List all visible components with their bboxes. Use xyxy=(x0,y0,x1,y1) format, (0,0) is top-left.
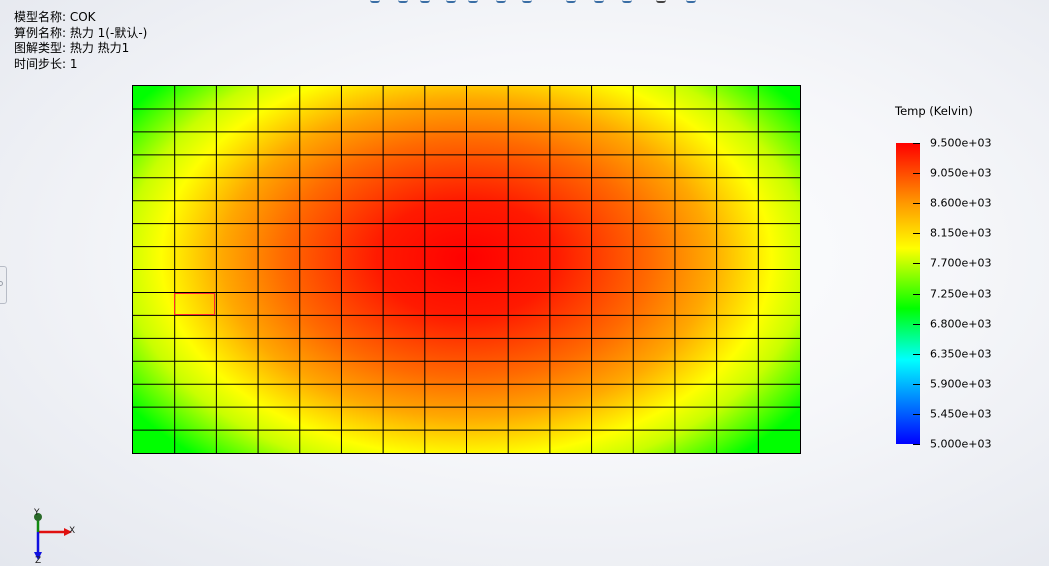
temperature-legend[interactable]: Temp (Kelvin) 9.500e+03 9.050e+03 8.600e+0… xyxy=(893,102,1043,462)
section-view-icon[interactable] xyxy=(468,0,478,3)
hide-show-icon[interactable] xyxy=(566,0,576,3)
legend-tick-label: 7.250e+03 xyxy=(930,287,991,300)
legend-tick-label: 7.700e+03 xyxy=(930,257,991,270)
model-name-label: 模型名称: COK xyxy=(14,10,147,26)
legend-tick-label: 5.000e+03 xyxy=(930,438,991,451)
view-orientation-icon[interactable] xyxy=(370,0,380,3)
legend-tick-label: 6.350e+03 xyxy=(930,347,991,360)
zoom-icon[interactable] xyxy=(398,0,408,3)
study-info: 模型名称: COK 算例名称: 热力 1(-默认-) 图解类型: 热力 热力1 … xyxy=(14,10,147,72)
previous-view-icon[interactable] xyxy=(446,0,456,3)
time-step-label: 时间步长: 1 xyxy=(14,57,147,73)
display-style-icon[interactable] xyxy=(522,0,532,3)
legend-tick xyxy=(913,444,920,445)
legend-tick-label: 9.050e+03 xyxy=(930,167,991,180)
expand-arrow-icon xyxy=(0,281,3,286)
edit-appearance-icon[interactable] xyxy=(594,0,604,3)
view-toolbar[interactable] xyxy=(360,0,740,4)
legend-tick-label: 8.150e+03 xyxy=(930,227,991,240)
thermal-plot-mesh[interactable] xyxy=(132,85,801,454)
legend-tick-label: 8.600e+03 xyxy=(930,197,991,210)
zoom-area-icon[interactable] xyxy=(420,0,430,3)
triad-x-label: X xyxy=(69,526,75,536)
legend-tick-label: 5.900e+03 xyxy=(930,377,991,390)
legend-tick xyxy=(913,203,920,204)
triad-y-label: Y xyxy=(34,508,40,518)
apply-scene-icon[interactable] xyxy=(622,0,632,3)
legend-scale: 9.500e+03 9.050e+03 8.600e+03 8.150e+03 7.70… xyxy=(893,102,1043,462)
legend-tick xyxy=(913,354,920,355)
triad-z-label: Z xyxy=(35,556,41,566)
mesh-grid-lines xyxy=(133,86,800,453)
panel-collapse-handle[interactable] xyxy=(0,266,7,304)
selected-element-highlight xyxy=(174,293,215,315)
legend-tick-label: 5.450e+03 xyxy=(930,407,991,420)
plot-type-label: 图解类型: 热力 热力1 xyxy=(14,41,147,57)
reference-triad: X Y Z xyxy=(28,508,88,566)
view-settings-icon[interactable] xyxy=(656,0,666,3)
legend-tick xyxy=(913,263,920,264)
legend-tick xyxy=(913,173,920,174)
dynamic-annotation-icon[interactable] xyxy=(496,0,506,3)
screen-capture-icon[interactable] xyxy=(686,0,696,3)
legend-tick-label: 9.500e+03 xyxy=(930,137,991,150)
legend-tick xyxy=(913,143,920,144)
legend-tick xyxy=(913,294,920,295)
legend-tick xyxy=(913,414,920,415)
legend-tick-label: 6.800e+03 xyxy=(930,317,991,330)
study-name-label: 算例名称: 热力 1(-默认-) xyxy=(14,26,147,42)
legend-tick xyxy=(913,384,920,385)
legend-tick xyxy=(913,233,920,234)
legend-tick xyxy=(913,324,920,325)
